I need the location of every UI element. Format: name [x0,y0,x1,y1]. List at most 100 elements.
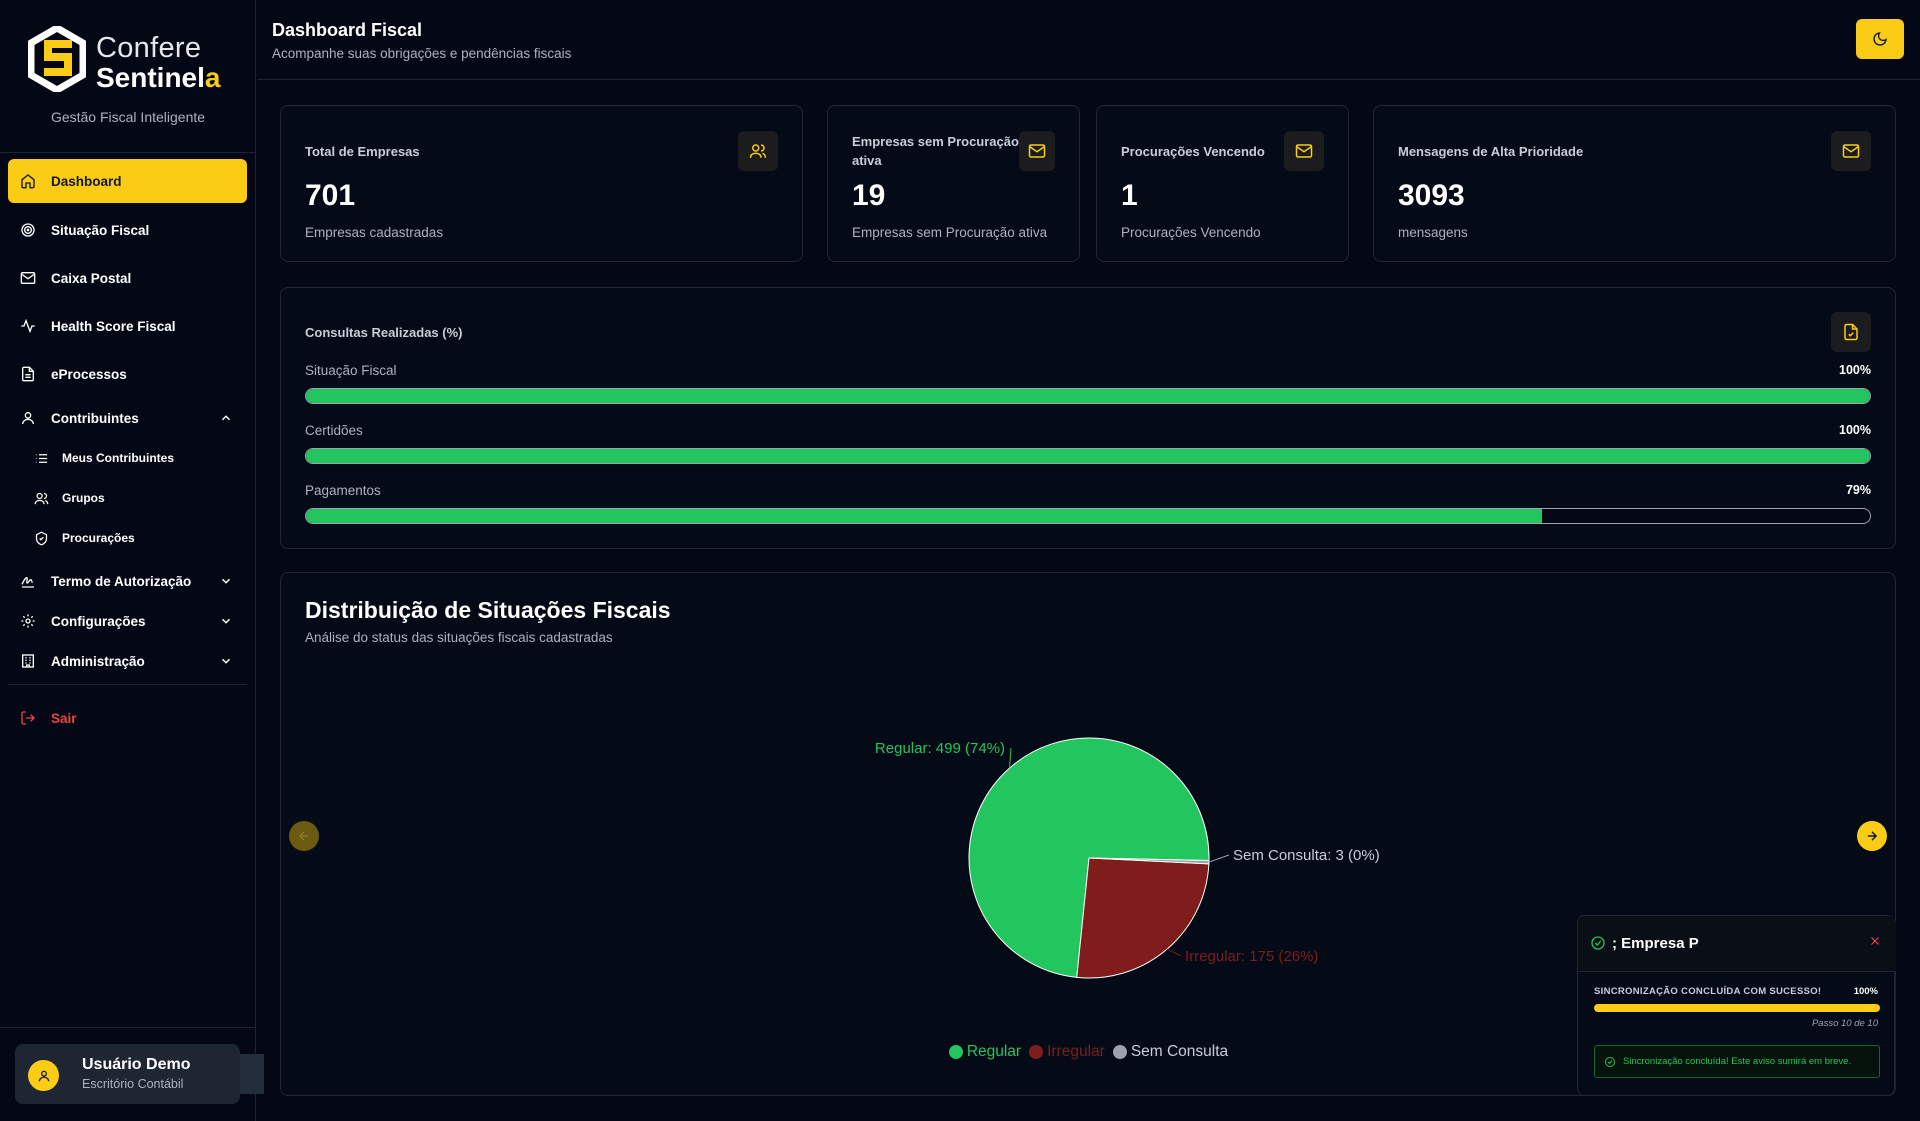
nav-termo-label: Termo de Autorização [51,573,192,589]
stat-label: Procurações Vencendo [1121,144,1265,159]
moon-icon [1873,32,1887,46]
carousel-next-button[interactable] [1857,821,1887,851]
nav-configuracoes[interactable]: Configurações [8,599,247,643]
user-card[interactable]: Usuário Demo Escritório Contábil [15,1044,264,1104]
nav-contribuintes[interactable]: Contribuintes [8,396,247,440]
divider [0,152,256,153]
stat-card-total-empresas: Total de Empresas 701 Empresas cadastrad… [280,105,803,262]
nav-administracao[interactable]: Administração [8,639,247,683]
progress-fill [306,509,1542,523]
shield-check-icon [34,531,49,546]
brand-logo[interactable]: Confere Sentinela [28,26,238,96]
nav-dashboard[interactable]: Dashboard [8,159,247,203]
pie-leader-line [1208,854,1230,863]
radar-icon [20,222,36,238]
progress-bar [305,388,1871,404]
nav-meus-contribuintes-label: Meus Contribuintes [62,451,175,465]
nav-eprocessos-label: eProcessos [51,366,127,382]
progress-percent: 100% [1839,363,1871,377]
nav-meus-contribuintes[interactable]: Meus Contribuintes [34,445,174,471]
distribution-subtitle: Análise do status das situações fiscais … [305,630,613,645]
check-circle-icon [1605,1057,1615,1067]
toast-message-text: Sincronização concluída! Este aviso sumi… [1623,1056,1852,1067]
stat-icon-box [1019,131,1055,171]
distribution-title: Distribuição de Situações Fiscais [305,597,671,623]
gear-icon [20,613,36,629]
progress-bar [305,448,1871,464]
check-circle-icon [1591,936,1605,950]
file-check-icon [1844,323,1858,341]
stat-desc: mensagens [1398,225,1468,240]
sidebar: Confere Sentinela Gestão Fiscal Intelige… [0,0,264,1121]
pie-label: Irregular: 175 (26%) [1185,948,1318,965]
consultas-card: Consultas Realizadas (%) Situação Fiscal… [280,287,1896,549]
consultas-title: Consultas Realizadas (%) [305,325,463,340]
brand-line2-main: Sentinel [96,62,205,93]
nav-situacao-fiscal[interactable]: Situação Fiscal [8,208,247,252]
stat-value: 19 [852,179,886,212]
chevron-up-icon [219,411,233,425]
stat-value: 3093 [1398,179,1465,212]
stat-label: Mensagens de Alta Prioridade [1398,144,1584,159]
close-icon[interactable] [1868,934,1882,948]
stat-card-sem-procuracao: Empresas sem Procuração ativa 19 Empresa… [827,105,1080,262]
legend-dot [1029,1045,1044,1059]
nav-eprocessos[interactable]: eProcessos [8,352,247,396]
legend-dot [948,1045,963,1059]
legend-item-regular[interactable]: Regular [948,1043,1021,1061]
stat-desc: Empresas cadastradas [305,225,444,240]
nav-configuracoes-label: Configurações [51,613,146,629]
carousel-prev-button[interactable] [289,821,319,851]
legend-item-sem-consulta[interactable]: Sem Consulta [1112,1043,1229,1061]
home-icon [20,173,36,189]
mail-icon [1028,144,1046,158]
toast-status: SINCRONIZAÇÃO CONCLUÍDA COM SUCESSO! [1594,986,1822,997]
chevron-down-icon [219,614,233,628]
nav-caixa-postal[interactable]: Caixa Postal [8,256,247,300]
progress-label: Situação Fiscal [305,363,397,378]
nav-contribuintes-label: Contribuintes [51,410,139,426]
user-icon [38,1070,49,1081]
stat-value: 1 [1121,179,1138,212]
nav-health-score[interactable]: Health Score Fiscal [8,304,247,348]
pie-leader-line [1009,747,1012,769]
building-icon [20,653,36,669]
nav-health-score-label: Health Score Fiscal [51,318,176,334]
mail-icon [1295,144,1313,158]
page-subtitle: Acompanhe suas obrigações e pendências f… [272,46,572,61]
theme-toggle-button[interactable] [1856,19,1904,59]
pie-label: Sem Consulta: 3 (0%) [1233,847,1380,864]
stat-icon-box [738,131,778,171]
logout-icon [20,710,36,726]
toast-progress-bar [1594,1004,1880,1012]
arrow-right-icon [1867,831,1878,841]
pie-label: Regular: 499 (74%) [875,740,1005,757]
avatar [28,1060,59,1091]
nav-caixa-postal-label: Caixa Postal [51,270,132,286]
signature-icon [20,573,36,589]
pie-slice-irregular[interactable] [1076,857,1210,979]
toast-header: ; Empresa P [1578,916,1896,972]
mail-icon [1842,144,1860,158]
legend-item-irregular[interactable]: Irregular [1029,1043,1105,1061]
brand-line1: Confere [96,32,202,64]
nav-termo-autorizacao[interactable]: Termo de Autorização [8,559,247,603]
user-role: Escritório Contábil [82,1077,184,1091]
legend-dot [1112,1045,1127,1059]
user-icon [20,410,36,426]
consultas-icon-box [1831,312,1871,352]
nav-situacao-fiscal-label: Situação Fiscal [51,222,150,238]
toast-message: Sincronização concluída! Este aviso sumi… [1594,1045,1880,1078]
nav-procuracoes[interactable]: Procurações [34,525,135,551]
progress-bar [305,508,1871,524]
legend-label: Sem Consulta [1130,1043,1229,1060]
progress-label: Certidões [305,423,363,438]
brand-tagline: Gestão Fiscal Inteligente [50,109,206,125]
nav-grupos[interactable]: Grupos [34,485,105,511]
nav-sair[interactable]: Sair [8,696,247,740]
nav-sair-label: Sair [51,710,77,726]
toast-title: ; Empresa P [1612,935,1699,952]
legend-label: Irregular [1047,1043,1105,1060]
nav-procuracoes-label: Procurações [62,531,135,545]
nav-dashboard-label: Dashboard [51,173,122,189]
